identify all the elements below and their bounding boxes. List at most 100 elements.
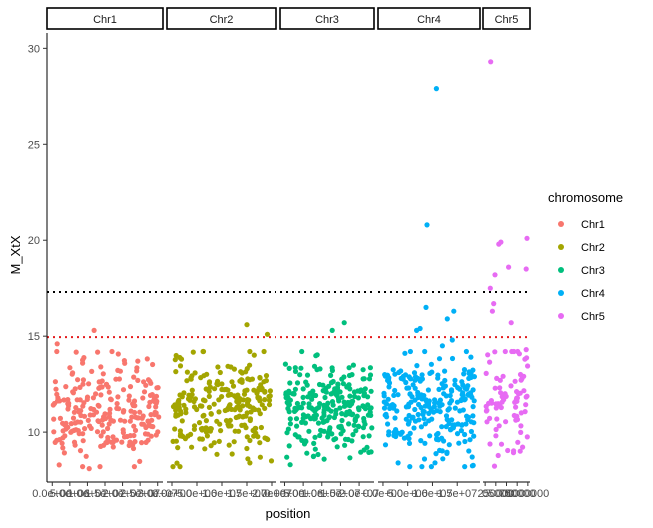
data-point (441, 391, 447, 397)
data-point (126, 393, 132, 399)
data-point (120, 387, 127, 393)
data-point (222, 407, 228, 414)
data-point (65, 406, 71, 412)
data-point (244, 445, 250, 452)
data-point (57, 437, 63, 443)
data-point (447, 393, 453, 399)
data-point (294, 423, 300, 429)
data-point (201, 412, 207, 418)
data-point-outlier (414, 327, 420, 333)
data-point (135, 358, 141, 364)
data-point (244, 387, 250, 393)
data-point (256, 385, 262, 391)
data-point (117, 417, 124, 423)
data-point (313, 412, 319, 418)
data-point (361, 376, 367, 382)
data-point (418, 424, 424, 430)
x-tick-label: 5.0e+06 (50, 488, 90, 500)
data-point (471, 433, 477, 439)
data-point (428, 361, 434, 367)
data-point (70, 370, 76, 376)
legend-item-chr1: Chr1 (558, 219, 605, 231)
data-point (283, 390, 289, 396)
data-point (243, 369, 249, 375)
legend-item-chr5: Chr5 (558, 311, 605, 323)
data-point (219, 386, 225, 393)
strip-chr2 (166, 7, 277, 30)
data-point (328, 408, 334, 414)
data-point (339, 411, 345, 417)
data-point (315, 451, 321, 458)
data-point (505, 447, 511, 454)
data-point (142, 431, 149, 437)
data-point (442, 383, 448, 389)
y-tick-label: 20 (28, 235, 40, 247)
data-point (231, 439, 237, 445)
data-point (350, 432, 356, 438)
data-point (174, 460, 180, 466)
data-point (82, 426, 88, 432)
data-point (521, 373, 527, 379)
data-point (83, 453, 89, 459)
x-tick-label: 1.0e+07 (67, 488, 107, 500)
data-point (426, 410, 432, 416)
data-point (393, 427, 399, 433)
data-point (334, 444, 340, 450)
data-point (95, 402, 101, 408)
data-point (153, 410, 159, 416)
data-point (292, 386, 298, 392)
y-tick-label: 30 (28, 43, 40, 55)
x-tick-label: 1.0e+07 (202, 488, 242, 500)
data-point-outlier (264, 331, 271, 337)
data-point (319, 428, 325, 434)
data-point (512, 378, 518, 384)
data-point (366, 433, 372, 439)
data-point (87, 423, 93, 429)
data-point (419, 464, 425, 470)
data-point (115, 351, 121, 357)
data-point (467, 437, 473, 443)
data-point (450, 422, 456, 428)
data-point (415, 375, 421, 382)
data-point (496, 423, 502, 429)
x-tick-label: 1.5e+07 (227, 488, 267, 500)
data-point (251, 433, 257, 439)
data-point (448, 426, 454, 432)
panel-chr2: Chr2 0.0e+005.0e+061.0e+071.5e+072.0e+07 (152, 7, 292, 500)
data-point (119, 439, 125, 445)
data-point (223, 386, 229, 392)
data-point (446, 442, 452, 448)
data-point (204, 371, 210, 377)
data-point (115, 394, 121, 400)
data-point (441, 438, 447, 444)
data-point (493, 426, 499, 433)
data-point (434, 432, 440, 438)
data-point (86, 381, 92, 387)
data-point (402, 350, 408, 356)
data-point (368, 449, 374, 455)
data-point (408, 376, 414, 382)
data-point (205, 386, 211, 392)
data-point (145, 437, 151, 443)
data-point (523, 402, 529, 408)
data-point (51, 416, 57, 422)
data-point (241, 391, 248, 397)
data-point (344, 402, 350, 408)
x-tick-label: 0 (482, 488, 488, 500)
data-point (225, 392, 231, 398)
strip-label-chr1: Chr1 (93, 14, 117, 26)
data-point (330, 402, 336, 408)
data-point (383, 401, 390, 407)
data-point (248, 409, 254, 415)
data-point (103, 381, 110, 387)
x-tick-label: 250000 (477, 488, 514, 500)
data-point (486, 400, 492, 406)
data-point (346, 408, 353, 415)
data-point (435, 437, 442, 443)
data-point (155, 429, 161, 435)
data-point (310, 406, 316, 412)
data-point (522, 409, 528, 415)
data-point-outlier (444, 316, 450, 322)
data-point (286, 443, 292, 449)
data-point-outlier (487, 285, 493, 291)
